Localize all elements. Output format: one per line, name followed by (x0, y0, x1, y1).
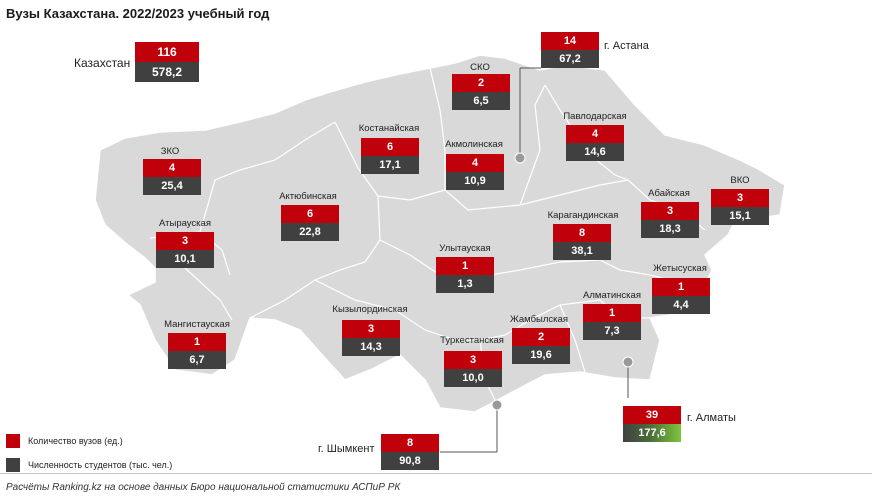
vko-students: 15,1 (711, 207, 769, 225)
region-label-karaganda: Карагандинская (547, 210, 619, 221)
region-label-aktobe: Актюбинская (279, 191, 337, 202)
legend-swatch-universities (6, 434, 20, 448)
region-badge-zhetysu: 1 4,4 (652, 278, 710, 314)
country-students: 578,2 (135, 62, 199, 82)
sko-students: 6,5 (452, 92, 510, 110)
sko-universities: 2 (452, 74, 510, 92)
zko-universities: 4 (143, 159, 201, 177)
country-badge: 116 578,2 (135, 42, 199, 82)
mangistau-students: 6,7 (168, 351, 226, 369)
region-badge-aktobe: 6 22,8 (281, 205, 339, 241)
almaty-obl-students: 7,3 (583, 322, 641, 340)
kyzylorda-students: 14,3 (342, 338, 400, 356)
almaty-marker-icon (622, 356, 634, 368)
almaty-universities: 39 (623, 406, 681, 424)
mangistau-universities: 1 (168, 333, 226, 351)
shymkent-marker-icon (491, 399, 503, 411)
region-badge-pavlodar: 4 14,6 (566, 125, 624, 161)
abai-universities: 3 (641, 202, 699, 220)
map-title: Вузы Казахстана. 2022/2023 учебный год (6, 6, 270, 21)
region-badge-akmola: 4 10,9 (446, 154, 504, 190)
region-label-zhetysu: Жетысуская (653, 263, 707, 274)
akmola-universities: 4 (446, 154, 504, 172)
region-label-zko: ЗКО (160, 146, 180, 157)
pavlodar-students: 14,6 (566, 143, 624, 161)
region-badge-sko: 2 6,5 (452, 74, 510, 110)
city-badge-astana: 14 67,2 (541, 32, 599, 68)
footer-divider (0, 473, 872, 474)
city-label-astana: г. Астана (604, 40, 649, 52)
region-badge-zhambyl: 2 19,6 (512, 328, 570, 364)
region-label-pavlodar: Павлодарская (563, 111, 627, 122)
region-label-abai: Абайская (648, 188, 690, 199)
kostanay-students: 17,1 (361, 156, 419, 174)
country-universities: 116 (135, 42, 199, 62)
legend-item-universities: Количество вузов (ед.) (6, 432, 172, 450)
region-label-almaty-obl: Алматинская (583, 290, 641, 301)
zhetysu-universities: 1 (652, 278, 710, 296)
astana-marker-icon (514, 152, 526, 164)
legend-swatch-students (6, 458, 20, 472)
city-markers (440, 67, 634, 453)
shymkent-students: 90,8 (381, 452, 439, 470)
region-label-turkestan: Туркестанская (440, 335, 504, 346)
city-label-almaty: г. Алматы (687, 412, 736, 424)
turkestan-universities: 3 (444, 351, 502, 369)
ulytau-students: 1,3 (436, 275, 494, 293)
city-badge-almaty: 39 177,6 (623, 406, 681, 442)
karaganda-students: 38,1 (553, 242, 611, 260)
atyrau-students: 10,1 (156, 250, 214, 268)
atyrau-universities: 3 (156, 232, 214, 250)
legend-label-universities: Количество вузов (ед.) (28, 436, 123, 446)
astana-students: 67,2 (541, 50, 599, 68)
region-label-vko: ВКО (730, 175, 750, 186)
region-badge-karaganda: 8 38,1 (553, 224, 611, 260)
region-badge-turkestan: 3 10,0 (444, 351, 502, 387)
region-label-mangistau: Мангистауская (164, 319, 230, 330)
region-badge-zko: 4 25,4 (143, 159, 201, 195)
region-label-atyrau: Атырауская (159, 218, 211, 229)
city-badge-shymkent: 8 90,8 (381, 434, 439, 470)
region-badge-atyrau: 3 10,1 (156, 232, 214, 268)
almaty-obl-universities: 1 (583, 304, 641, 322)
aktobe-universities: 6 (281, 205, 339, 223)
region-label-zhambyl: Жамбылская (510, 314, 568, 325)
legend-item-students: Численность студентов (тыс. чел.) (6, 456, 172, 474)
kostanay-universities: 6 (361, 138, 419, 156)
aktobe-students: 22,8 (281, 223, 339, 241)
zko-students: 25,4 (143, 177, 201, 195)
akmola-students: 10,9 (446, 172, 504, 190)
ulytau-universities: 1 (436, 257, 494, 275)
astana-universities: 14 (541, 32, 599, 50)
region-badge-mangistau: 1 6,7 (168, 333, 226, 369)
region-badge-ulytau: 1 1,3 (436, 257, 494, 293)
region-badge-almaty-obl: 1 7,3 (583, 304, 641, 340)
kyzylorda-universities: 3 (342, 320, 400, 338)
region-label-akmola: Акмолинская (445, 139, 503, 150)
zhambyl-students: 19,6 (512, 346, 570, 364)
turkestan-students: 10,0 (444, 369, 502, 387)
zhambyl-universities: 2 (512, 328, 570, 346)
pavlodar-universities: 4 (566, 125, 624, 143)
region-badge-vko: 3 15,1 (711, 189, 769, 225)
shymkent-universities: 8 (381, 434, 439, 452)
legend: Количество вузов (ед.) Численность студе… (6, 432, 172, 480)
region-label-sko: СКО (470, 62, 490, 73)
zhetysu-students: 4,4 (652, 296, 710, 314)
source-note: Расчёты Ranking.kz на основе данных Бюро… (6, 482, 401, 493)
legend-label-students: Численность студентов (тыс. чел.) (28, 460, 173, 470)
region-badge-kyzylorda: 3 14,3 (342, 320, 400, 356)
region-badge-abai: 3 18,3 (641, 202, 699, 238)
region-label-kyzylorda: Кызылординская (332, 304, 408, 315)
region-label-kostanay: Костанайская (358, 123, 420, 134)
country-label: Казахстан (74, 56, 131, 70)
vko-universities: 3 (711, 189, 769, 207)
almaty-students: 177,6 (623, 424, 681, 442)
abai-students: 18,3 (641, 220, 699, 238)
region-label-ulytau: Улытауская (439, 243, 491, 254)
city-label-shymkent: г. Шымкент (318, 443, 375, 455)
karaganda-universities: 8 (553, 224, 611, 242)
region-badge-kostanay: 6 17,1 (361, 138, 419, 174)
